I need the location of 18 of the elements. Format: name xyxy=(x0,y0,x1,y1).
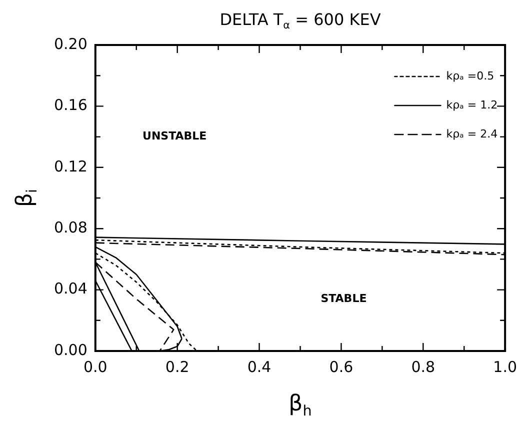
legend-label: kρₐ = 1.2 xyxy=(446,98,498,112)
x-tick-label: 1.0 xyxy=(493,358,517,376)
y-tick-label: 0.08 xyxy=(54,218,88,236)
y-tick-label: 0.00 xyxy=(54,340,88,359)
legend-label: kρₐ = 2.4 xyxy=(446,127,498,140)
y-tick-label: 0.12 xyxy=(54,157,88,176)
annotation: UNSTABLE xyxy=(142,130,207,143)
y-tick-label: 0.20 xyxy=(54,34,88,53)
x-tick-label: 0.6 xyxy=(329,358,354,376)
x-tick-label: 0.0 xyxy=(83,358,108,376)
x-tick-label: 0.2 xyxy=(165,358,190,376)
y-tick-label: 0.16 xyxy=(54,96,88,114)
annotation: STABLE xyxy=(320,292,367,305)
y-tick-label: 0.04 xyxy=(54,280,88,298)
x-tick-label: 0.4 xyxy=(247,358,272,376)
legend-label: kρₐ =0.5 xyxy=(446,69,494,82)
x-tick-label: 0.8 xyxy=(411,358,436,376)
y-axis-title: βi xyxy=(12,188,40,208)
